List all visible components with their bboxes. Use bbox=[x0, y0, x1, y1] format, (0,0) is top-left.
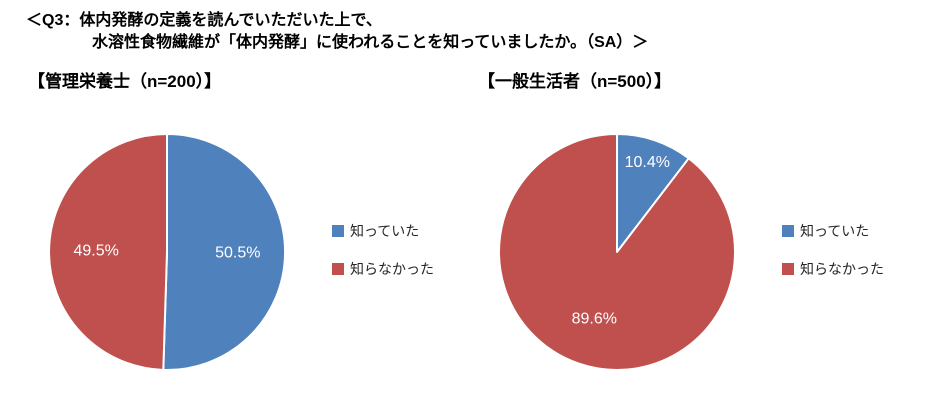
pie-slice-label: 89.6% bbox=[572, 310, 617, 327]
legend-swatch bbox=[782, 224, 794, 237]
legend-item: 知っていた bbox=[332, 221, 434, 241]
charts-row: 【管理栄養士（n=200）】 50.5% 49.5% 知っていた知らなかった 【一… bbox=[0, 67, 940, 400]
chart-title-dietitians: 【管理栄養士（n=200）】 bbox=[28, 71, 222, 91]
pie-slice-知らなかった bbox=[48, 132, 168, 371]
chart-block-general-public: 【一般生活者（n=500）】 10.4% 89.6% 知っていた知らなかった bbox=[476, 67, 884, 400]
question-line-2: 水溶性食物繊維が「体内発酵」に使われることを知っていましたか。（SA）＞ bbox=[92, 34, 649, 52]
pie-slice-知っていた bbox=[162, 132, 287, 371]
pie-slice-label: 10.4% bbox=[625, 154, 670, 171]
chart-block-dietitians: 【管理栄養士（n=200）】 50.5% 49.5% 知っていた知らなかった bbox=[26, 67, 476, 400]
legend-item: 知らなかった bbox=[332, 259, 434, 279]
pie-chart-dietitians: 50.5% 49.5% bbox=[48, 132, 287, 371]
chart-title-general-public: 【一般生活者（n=500）】 bbox=[478, 71, 672, 91]
legend-label: 知らなかった bbox=[350, 260, 434, 277]
pie-slice-label: 49.5% bbox=[74, 242, 119, 259]
legend-label: 知っていた bbox=[350, 222, 420, 239]
legend-item: 知らなかった bbox=[782, 259, 884, 279]
pie-slice-知っていた bbox=[616, 132, 690, 253]
legend-label: 知っていた bbox=[800, 222, 870, 239]
chart-area: 10.4% 89.6% 知っていた知らなかった bbox=[476, 100, 884, 400]
question-line-1: ＜Q3：体内発酵の定義を読んでいただいた上で、 bbox=[26, 12, 382, 29]
pie-chart-general-public: 10.4% 89.6% bbox=[498, 132, 737, 371]
chart-area: 50.5% 49.5% 知っていた知らなかった bbox=[26, 100, 476, 400]
pie-slice-知らなかった bbox=[498, 132, 737, 371]
question-title: ＜Q3：体内発酵の定義を読んでいただいた上で、 水溶性食物繊維が「体内発酵」に使… bbox=[0, 0, 940, 55]
legend-general-public: 知っていた知らなかった bbox=[782, 221, 884, 279]
legend-dietitians: 知っていた知らなかった bbox=[332, 221, 434, 279]
legend-item: 知っていた bbox=[782, 221, 884, 241]
legend-swatch bbox=[332, 224, 344, 237]
pie-slice-label: 50.5% bbox=[215, 244, 260, 261]
legend-swatch bbox=[332, 262, 344, 275]
legend-label: 知らなかった bbox=[800, 260, 884, 277]
legend-swatch bbox=[782, 262, 794, 275]
